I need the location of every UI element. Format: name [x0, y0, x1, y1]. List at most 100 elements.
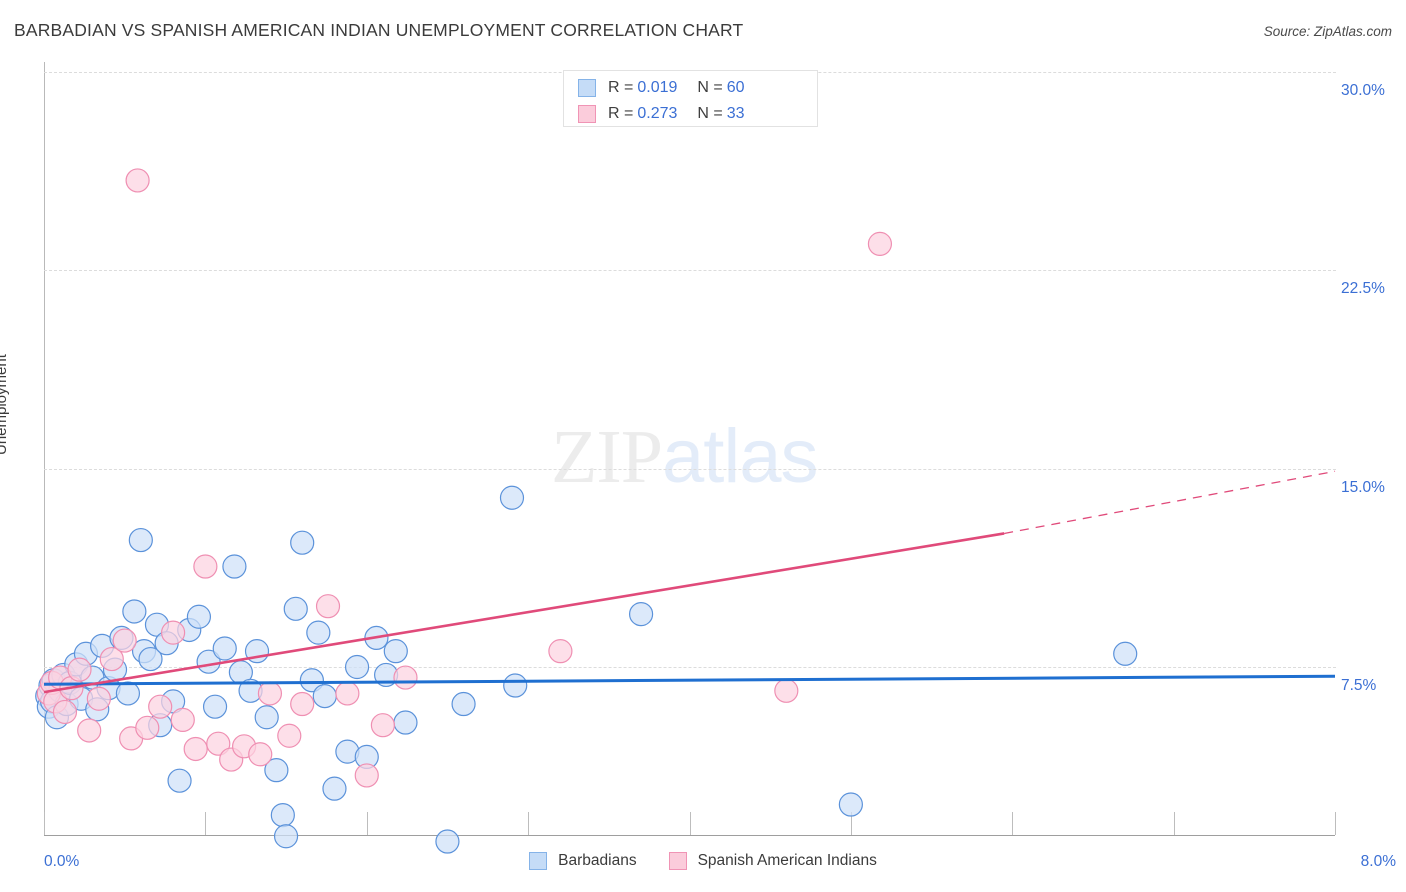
- stats-row-spanish-american-indians: R = 0.273 N = 33: [578, 101, 807, 127]
- data-point[interactable]: [99, 646, 124, 672]
- data-point[interactable]: [254, 705, 279, 730]
- trendline-spanish-american-indians: [43, 532, 1005, 694]
- data-point[interactable]: [270, 802, 295, 828]
- data-point[interactable]: [344, 654, 370, 680]
- r-value-spanish: 0.273: [637, 105, 678, 122]
- data-point[interactable]: [52, 699, 78, 725]
- gridline-15.0: [44, 468, 1336, 470]
- y-axis-line: [44, 62, 45, 835]
- data-point[interactable]: [290, 691, 315, 717]
- data-point[interactable]: [67, 657, 92, 682]
- data-point[interactable]: [499, 485, 525, 510]
- data-point[interactable]: [306, 620, 331, 645]
- data-point[interactable]: [322, 776, 347, 801]
- data-point[interactable]: [383, 639, 408, 664]
- data-point[interactable]: [77, 718, 102, 743]
- data-point[interactable]: [335, 681, 360, 706]
- data-point[interactable]: [167, 768, 192, 793]
- data-point[interactable]: [202, 694, 228, 719]
- data-point[interactable]: [122, 599, 147, 624]
- trendline-extension-spanish-american-indians: [1004, 470, 1336, 535]
- x-axis-label-min: 0.0%: [44, 853, 80, 870]
- data-point[interactable]: [354, 763, 379, 788]
- data-point[interactable]: [264, 758, 289, 783]
- data-point[interactable]: [283, 596, 308, 621]
- data-point[interactable]: [138, 646, 163, 672]
- legend-swatch-spanish-american-indians-icon: [578, 105, 596, 123]
- data-point[interactable]: [315, 594, 341, 619]
- data-point[interactable]: [128, 527, 153, 553]
- data-point[interactable]: [206, 731, 231, 756]
- x-axis-label-max: 8.0%: [1360, 853, 1396, 870]
- y-axis-label: 15.0%: [1341, 478, 1385, 496]
- data-point[interactable]: [393, 710, 418, 735]
- data-point[interactable]: [1113, 641, 1138, 666]
- data-point[interactable]: [135, 715, 160, 740]
- series-barbadians: [35, 485, 1138, 854]
- x-axis-tick: [1173, 812, 1175, 835]
- data-point[interactable]: [222, 554, 247, 579]
- r-label-spanish: R =: [608, 105, 634, 122]
- data-point[interactable]: [548, 639, 573, 664]
- n-label-spanish: N =: [697, 105, 723, 122]
- data-point[interactable]: [867, 231, 893, 256]
- r-value-barbadians: 0.019: [637, 79, 678, 96]
- legend-swatch-barbadians-icon: [578, 79, 596, 97]
- data-point[interactable]: [161, 620, 186, 645]
- data-point[interactable]: [435, 829, 460, 854]
- data-point[interactable]: [503, 673, 528, 698]
- x-axis-tick: [1335, 812, 1336, 835]
- x-axis-tick: [1012, 812, 1014, 835]
- y-axis-label: 7.5%: [1341, 677, 1377, 694]
- data-point[interactable]: [774, 678, 799, 703]
- data-point[interactable]: [112, 628, 137, 653]
- x-axis-tick: [205, 812, 207, 835]
- r-label-barbadians: R =: [608, 79, 634, 96]
- data-point[interactable]: [115, 681, 141, 706]
- x-axis-tick: [366, 812, 368, 835]
- data-point[interactable]: [393, 665, 418, 690]
- data-point[interactable]: [838, 792, 863, 817]
- data-point[interactable]: [370, 713, 395, 738]
- x-axis-line: [44, 835, 1335, 836]
- x-axis-tick: [850, 812, 852, 835]
- data-point[interactable]: [148, 694, 173, 719]
- legend-item-barbadians[interactable]: Barbadians: [529, 852, 637, 870]
- x-axis-tick: [689, 812, 691, 835]
- n-value-barbadians: 60: [726, 79, 745, 96]
- data-point[interactable]: [212, 636, 237, 661]
- series-legend: Barbadians Spanish American Indians: [0, 852, 1406, 870]
- data-point[interactable]: [299, 668, 324, 693]
- legend-color-barbadians-icon: [529, 852, 548, 870]
- data-point[interactable]: [312, 683, 337, 709]
- page-title: BARBADIAN VS SPANISH AMERICAN INDIAN UNE…: [14, 20, 744, 40]
- data-point[interactable]: [277, 723, 302, 748]
- data-point[interactable]: [125, 168, 150, 193]
- stats-row-barbadians: R = 0.019 N = 60: [578, 75, 807, 101]
- n-label-barbadians: N =: [697, 79, 723, 96]
- y-axis-label: 22.5%: [1341, 280, 1385, 298]
- trendline-barbadians: [43, 674, 1336, 686]
- y-axis-label: 30.0%: [1341, 82, 1385, 99]
- data-point[interactable]: [170, 707, 195, 732]
- legend-label-spanish-american-indians: Spanish American Indians: [697, 852, 877, 869]
- data-point[interactable]: [628, 602, 654, 627]
- data-point[interactable]: [273, 824, 299, 849]
- x-axis-tick: [44, 812, 45, 835]
- gridline-22.5: [44, 270, 1336, 272]
- data-point[interactable]: [290, 530, 315, 555]
- data-point[interactable]: [451, 691, 476, 717]
- data-point[interactable]: [86, 686, 111, 711]
- data-point[interactable]: [248, 742, 273, 767]
- data-point[interactable]: [183, 736, 208, 762]
- data-point[interactable]: [193, 554, 218, 579]
- correlation-stats-box: R = 0.019 N = 60 R = 0.273 N = 33: [563, 70, 818, 127]
- legend-color-spanish-american-indians-icon: [668, 852, 687, 870]
- n-value-spanish: 33: [726, 105, 745, 122]
- legend-item-spanish-american-indians[interactable]: Spanish American Indians: [668, 852, 877, 870]
- x-axis-tick: [528, 812, 530, 835]
- data-point[interactable]: [257, 681, 283, 706]
- data-point[interactable]: [186, 604, 212, 629]
